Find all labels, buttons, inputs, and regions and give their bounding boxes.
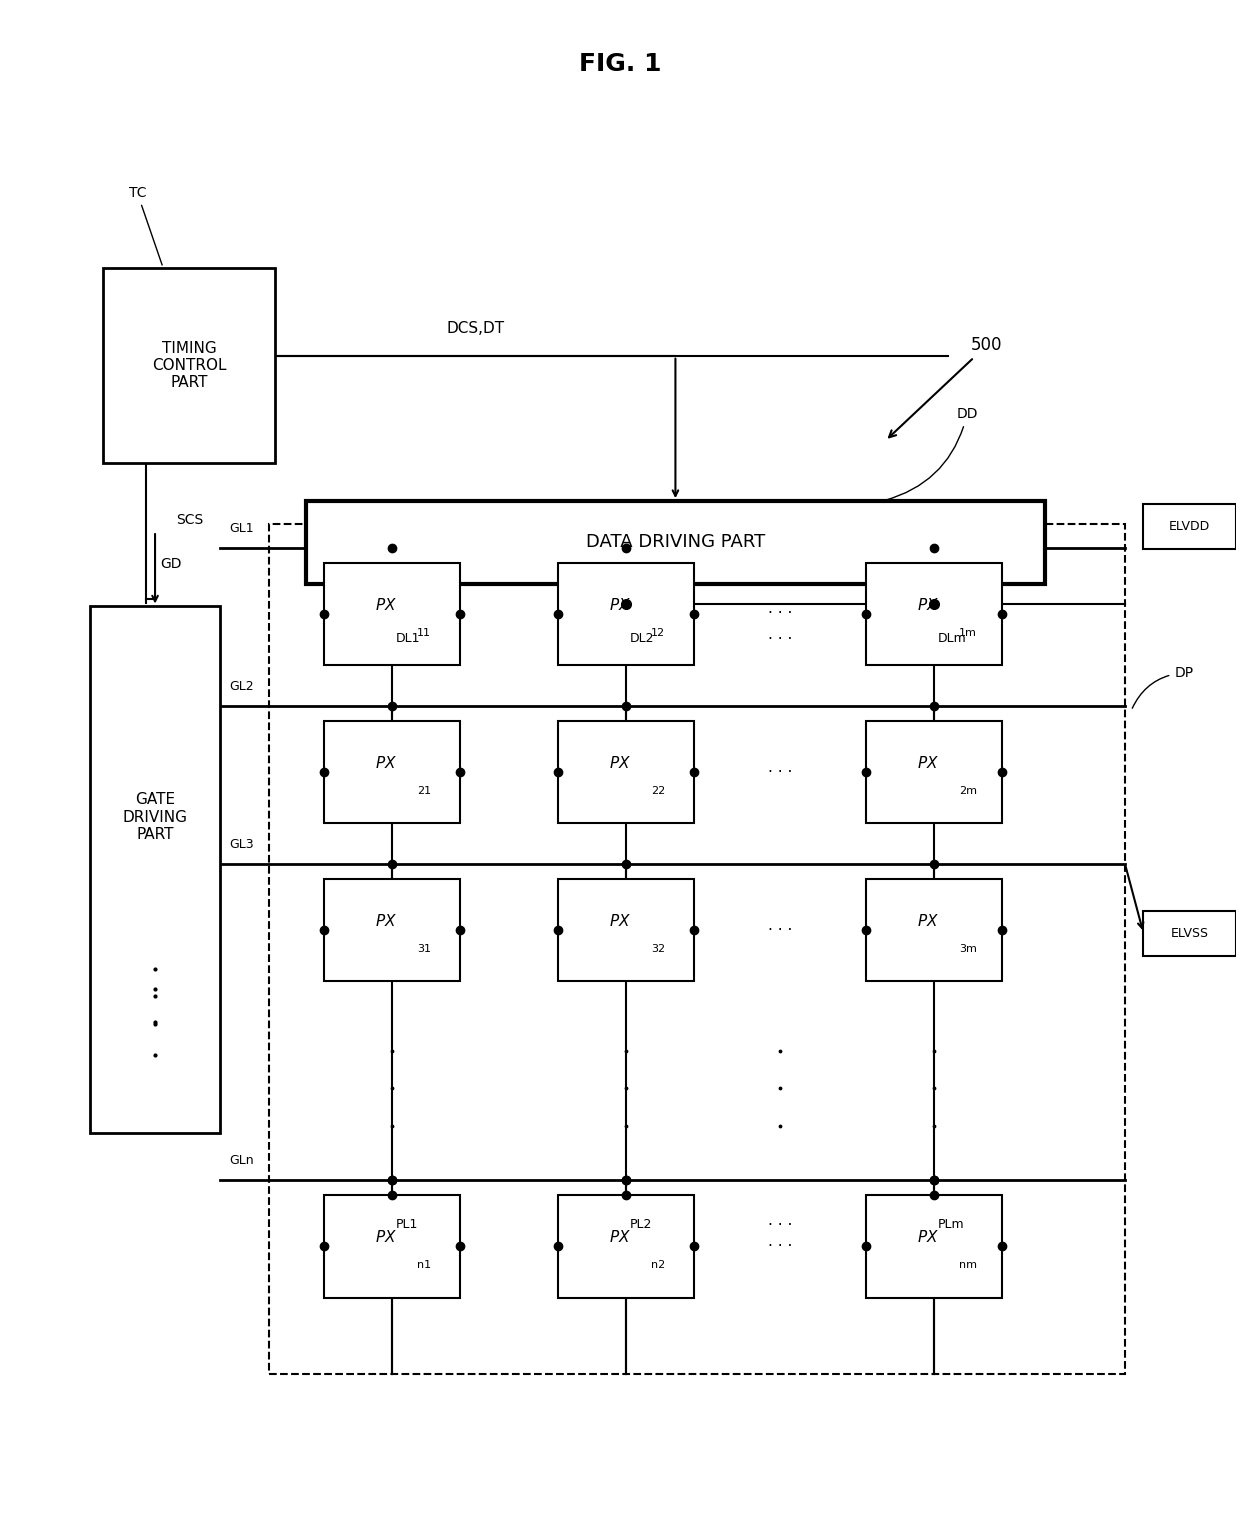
Text: DLm: DLm	[937, 631, 966, 645]
Text: · · ·: · · ·	[768, 631, 792, 646]
FancyBboxPatch shape	[558, 1195, 694, 1297]
Text: $PX$: $PX$	[374, 597, 397, 613]
Text: · · ·: · · ·	[768, 1217, 792, 1232]
Text: 12: 12	[651, 627, 665, 637]
Text: 32: 32	[651, 943, 665, 954]
Text: $PX$: $PX$	[609, 597, 631, 613]
Text: GATE
DRIVING
PART: GATE DRIVING PART	[123, 792, 187, 842]
Text: TC: TC	[129, 186, 162, 265]
FancyBboxPatch shape	[558, 563, 694, 665]
FancyBboxPatch shape	[1143, 504, 1236, 550]
FancyBboxPatch shape	[325, 1195, 460, 1297]
FancyBboxPatch shape	[867, 880, 1002, 981]
Text: DATA DRIVING PART: DATA DRIVING PART	[585, 533, 765, 551]
Text: $PX$: $PX$	[374, 1229, 397, 1246]
Text: FIG. 1: FIG. 1	[579, 53, 661, 76]
FancyBboxPatch shape	[269, 524, 1125, 1375]
Text: PLm: PLm	[937, 1217, 965, 1231]
Text: · · ·: · · ·	[768, 922, 792, 937]
Text: GL2: GL2	[229, 680, 254, 693]
Text: 31: 31	[417, 943, 430, 954]
FancyBboxPatch shape	[91, 607, 219, 1134]
Text: n1: n1	[417, 1260, 432, 1270]
Text: DD: DD	[885, 407, 978, 500]
FancyBboxPatch shape	[867, 721, 1002, 824]
FancyBboxPatch shape	[867, 563, 1002, 665]
Text: · · ·: · · ·	[768, 1238, 792, 1254]
Text: DCS,DT: DCS,DT	[446, 321, 505, 336]
FancyBboxPatch shape	[103, 268, 275, 463]
FancyBboxPatch shape	[867, 1195, 1002, 1297]
Text: $PX$: $PX$	[374, 913, 397, 930]
Text: 21: 21	[417, 786, 432, 796]
Text: TIMING
CONTROL
PART: TIMING CONTROL PART	[151, 341, 226, 391]
Text: 22: 22	[651, 786, 665, 796]
Text: 11: 11	[417, 627, 430, 637]
Text: $PX$: $PX$	[916, 755, 939, 771]
FancyBboxPatch shape	[325, 721, 460, 824]
Text: DP: DP	[1132, 666, 1193, 709]
Text: $PX$: $PX$	[916, 597, 939, 613]
Text: $PX$: $PX$	[374, 755, 397, 771]
Text: ELVDD: ELVDD	[1169, 521, 1210, 533]
Text: 1m: 1m	[959, 627, 977, 637]
Text: 2m: 2m	[959, 786, 977, 796]
FancyBboxPatch shape	[1143, 910, 1236, 955]
Text: $PX$: $PX$	[609, 755, 631, 771]
Text: ELVSS: ELVSS	[1171, 927, 1209, 940]
FancyBboxPatch shape	[325, 563, 460, 665]
Text: $PX$: $PX$	[916, 913, 939, 930]
Text: GL1: GL1	[229, 522, 254, 534]
Text: GD: GD	[161, 557, 182, 571]
Text: 500: 500	[889, 336, 1002, 438]
Text: $PX$: $PX$	[609, 1229, 631, 1246]
Text: $PX$: $PX$	[916, 1229, 939, 1246]
Text: GL3: GL3	[229, 837, 254, 851]
Text: n2: n2	[651, 1260, 665, 1270]
Text: PL2: PL2	[630, 1217, 652, 1231]
FancyBboxPatch shape	[306, 501, 1045, 584]
Text: 3m: 3m	[959, 943, 977, 954]
FancyBboxPatch shape	[558, 721, 694, 824]
Text: DL1: DL1	[396, 631, 420, 645]
Text: $PX$: $PX$	[609, 913, 631, 930]
Text: PL1: PL1	[396, 1217, 418, 1231]
Text: nm: nm	[959, 1260, 977, 1270]
FancyBboxPatch shape	[325, 880, 460, 981]
Text: · · ·: · · ·	[768, 765, 792, 780]
Text: DL2: DL2	[630, 631, 655, 645]
Text: GLn: GLn	[229, 1154, 254, 1167]
Text: SCS: SCS	[176, 513, 203, 527]
Text: · · ·: · · ·	[768, 607, 792, 621]
FancyBboxPatch shape	[558, 880, 694, 981]
